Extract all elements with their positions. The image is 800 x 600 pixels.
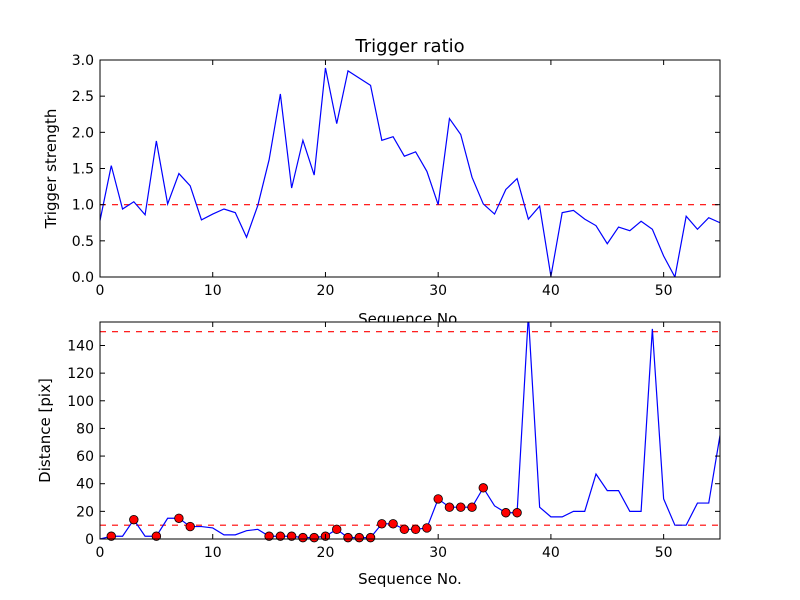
marker-point [174, 513, 184, 523]
y-axis-label: Distance [pix] [36, 378, 54, 483]
x-tick-label: 0 [96, 545, 105, 561]
y-tick-label: 0 [85, 532, 94, 548]
marker-point [444, 502, 455, 512]
marker-point [410, 524, 421, 535]
plot-title: Trigger ratio [354, 36, 464, 57]
x-tick-label: 10 [204, 545, 222, 561]
y-tick-label: 2.5 [72, 89, 94, 105]
series-line [100, 322, 720, 539]
marker-point [422, 523, 432, 533]
marker-point [388, 519, 398, 529]
marker-point [343, 532, 353, 543]
y-tick-label: 20 [76, 504, 94, 520]
y-tick-label: 0.5 [72, 234, 94, 250]
top-plot: 0 10 20 30 40 50 0.0 0.5 1.0 1.5 2.0 2.5 3.0 Trigger … [42, 36, 721, 328]
marker-point [129, 514, 139, 525]
y-tick-label: 140 [67, 338, 94, 354]
y-tick-label: 60 [76, 449, 94, 465]
plot-frame [99, 321, 721, 540]
marker-point [185, 521, 195, 532]
y-tick-label: 100 [67, 394, 94, 410]
x-tick-label: 30 [429, 545, 447, 561]
marker-point [399, 524, 410, 535]
y-axis-label: Trigger strength [42, 109, 60, 230]
marker-point [365, 532, 376, 543]
marker-point [298, 532, 308, 543]
marker-point [354, 532, 364, 543]
marker-point [286, 531, 297, 541]
y-tick-label: 1.5 [72, 162, 94, 178]
series-line [100, 67, 720, 277]
y-tick-label: 2.0 [72, 125, 94, 141]
marker-point [456, 502, 466, 512]
marker-point [512, 508, 522, 518]
marker-point [106, 531, 116, 541]
x-tick-label: 10 [204, 283, 222, 299]
y-tick-label: 0.0 [72, 270, 94, 286]
marker-point [309, 532, 319, 543]
marker-point [467, 502, 477, 512]
x-tick-label: 30 [429, 283, 447, 299]
y-tick-label: 1.0 [72, 198, 94, 214]
x-tick-label: 0 [96, 283, 105, 299]
marker-point [264, 531, 274, 541]
y-tick-label: 3.0 [72, 53, 94, 69]
marker-point [478, 483, 488, 493]
marker-point [275, 531, 286, 541]
x-tick-label: 50 [655, 545, 673, 561]
marker-point [501, 508, 511, 518]
x-tick-label: 40 [542, 283, 560, 299]
marker-point [151, 531, 162, 541]
marker-point [332, 524, 342, 535]
y-tick-label: 80 [76, 421, 94, 437]
bottom-plot: 0 10 20 30 40 50 0 20 40 60 80 100 120 140 Sequence No… [36, 321, 721, 588]
bottom-plot-background [100, 322, 720, 539]
x-tick-label: 20 [317, 283, 335, 299]
marker-point [377, 519, 387, 529]
y-tick-label: 40 [76, 477, 94, 493]
marker-point [433, 494, 443, 504]
y-tick-label: 120 [67, 366, 94, 382]
x-tick-label: 50 [655, 283, 673, 299]
x-tick-label: 20 [317, 545, 335, 561]
x-tick-label: 40 [542, 545, 560, 561]
x-axis-label: Sequence No. [358, 570, 462, 588]
